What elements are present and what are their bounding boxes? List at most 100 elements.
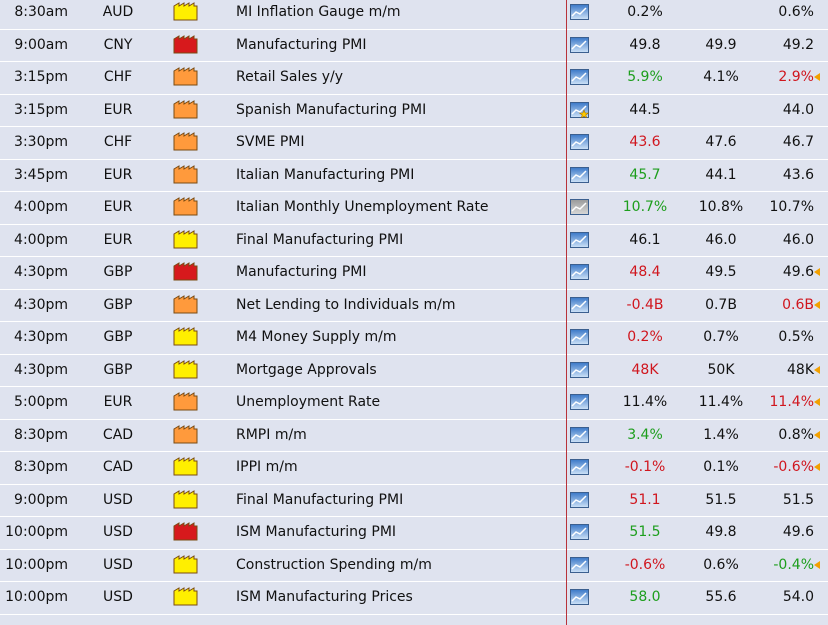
- event-title[interactable]: Construction Spending m/m: [236, 556, 432, 573]
- impact-low-folder-icon[interactable]: [173, 327, 198, 346]
- event-previous: 51.5: [782, 491, 814, 508]
- chart-icon[interactable]: [570, 491, 589, 508]
- event-row[interactable]: 5:00pm EUR Unemployment Rate 11.4% 11.4%…: [0, 387, 828, 420]
- chart-icon[interactable]: [570, 556, 589, 573]
- event-row[interactable]: 3:30pm CHF SVME PMI 43.6 47.6 46.7: [0, 127, 828, 160]
- event-forecast: 10.8%: [698, 199, 744, 215]
- chart-star-icon[interactable]: [570, 101, 589, 118]
- chart-grey-icon[interactable]: [570, 199, 589, 215]
- event-row[interactable]: 3:45pm EUR Italian Manufacturing PMI 45.…: [0, 159, 828, 192]
- revision-marker-icon[interactable]: [814, 560, 820, 569]
- chart-icon[interactable]: [570, 524, 589, 540]
- event-time: 10:00pm: [5, 556, 68, 573]
- impact-high-folder-icon[interactable]: [173, 522, 198, 541]
- event-title[interactable]: RMPI m/m: [236, 426, 307, 443]
- revision-marker-icon[interactable]: [814, 73, 820, 81]
- impact-medium-folder-icon[interactable]: [173, 99, 198, 119]
- impact-low-folder-icon[interactable]: [173, 554, 198, 574]
- impact-medium-folder-icon[interactable]: [173, 164, 198, 184]
- impact-high-folder-icon[interactable]: [173, 262, 198, 281]
- event-currency: USD: [103, 524, 133, 540]
- revision-marker-icon[interactable]: [814, 463, 820, 471]
- event-title[interactable]: Spanish Manufacturing PMI: [236, 101, 427, 118]
- event-title[interactable]: Net Lending to Individuals m/m: [236, 296, 456, 313]
- impact-medium-folder-icon[interactable]: [173, 67, 198, 86]
- chart-icon[interactable]: [570, 589, 589, 605]
- chart-icon[interactable]: [570, 329, 589, 345]
- event-title[interactable]: Mortgage Approvals: [236, 361, 377, 378]
- event-forecast: 4.1%: [703, 69, 739, 85]
- revision-marker-icon[interactable]: [814, 300, 820, 309]
- chart-icon[interactable]: [570, 36, 589, 53]
- chart-icon[interactable]: [570, 426, 589, 443]
- impact-low-folder-icon[interactable]: [173, 229, 198, 249]
- chart-icon[interactable]: [570, 394, 589, 410]
- impact-medium-folder-icon[interactable]: [173, 424, 198, 444]
- impact-low-folder-icon[interactable]: [173, 359, 198, 379]
- chart-icon[interactable]: [570, 264, 589, 280]
- event-title[interactable]: Manufacturing PMI: [236, 36, 367, 53]
- chart-icon[interactable]: [570, 4, 589, 20]
- event-row[interactable]: 4:30pm GBP Net Lending to Individuals m/…: [0, 289, 828, 322]
- event-row[interactable]: 8:30pm CAD IPPI m/m -0.1% 0.1% -0.6%: [0, 452, 828, 485]
- event-row[interactable]: 4:30pm GBP Mortgage Approvals 48K 50K 48…: [0, 354, 828, 387]
- event-title[interactable]: Italian Monthly Unemployment Rate: [236, 199, 489, 215]
- impact-medium-folder-icon[interactable]: [173, 392, 198, 411]
- impact-medium-folder-icon[interactable]: [173, 294, 198, 314]
- event-currency: EUR: [103, 101, 133, 118]
- event-title[interactable]: M4 Money Supply m/m: [236, 329, 397, 345]
- event-row[interactable]: 4:00pm EUR Italian Monthly Unemployment …: [0, 192, 828, 225]
- event-row[interactable]: 10:00pm USD Construction Spending m/m -0…: [0, 549, 828, 582]
- chart-icon[interactable]: [570, 459, 589, 475]
- event-row[interactable]: 10:00pm USD ISM Manufacturing PMI 51.5 4…: [0, 517, 828, 550]
- event-forecast: 44.1: [705, 166, 737, 183]
- event-title[interactable]: Retail Sales y/y: [236, 69, 344, 85]
- event-currency: CHF: [103, 134, 133, 150]
- chart-icon[interactable]: [570, 361, 589, 378]
- event-row[interactable]: 4:00pm EUR Final Manufacturing PMI 46.1 …: [0, 224, 828, 257]
- event-time: 4:00pm: [14, 199, 68, 215]
- impact-medium-folder-icon[interactable]: [173, 197, 198, 216]
- chart-icon[interactable]: [570, 69, 589, 85]
- event-actual: -0.4B: [626, 296, 664, 313]
- impact-low-folder-icon[interactable]: [173, 489, 198, 509]
- event-row[interactable]: 10:00pm USD ISM Manufacturing Prices 58.…: [0, 582, 828, 615]
- event-row[interactable]: 8:30am AUD MI Inflation Gauge m/m 0.2% 0…: [0, 0, 828, 30]
- event-row[interactable]: 4:30pm GBP M4 Money Supply m/m 0.2% 0.7%…: [0, 322, 828, 355]
- event-row[interactable]: 3:15pm CHF Retail Sales y/y 5.9% 4.1% 2.…: [0, 62, 828, 95]
- event-previous: 49.2: [782, 36, 814, 53]
- impact-low-folder-icon[interactable]: [173, 457, 198, 476]
- chart-icon[interactable]: [570, 134, 589, 150]
- event-currency: EUR: [103, 199, 133, 215]
- revision-marker-icon[interactable]: [814, 268, 820, 276]
- event-title[interactable]: Unemployment Rate: [236, 394, 381, 410]
- chart-icon[interactable]: [570, 166, 589, 183]
- event-title[interactable]: MI Inflation Gauge m/m: [236, 4, 401, 20]
- event-title[interactable]: Manufacturing PMI: [236, 264, 367, 280]
- event-title[interactable]: Final Manufacturing PMI: [236, 491, 404, 508]
- event-previous: 0.6%: [778, 4, 814, 20]
- event-time: 4:30pm: [14, 264, 68, 280]
- revision-marker-icon[interactable]: [814, 398, 820, 406]
- chart-icon[interactable]: [570, 296, 589, 313]
- event-forecast: 55.6: [705, 589, 737, 605]
- event-row[interactable]: 4:30pm GBP Manufacturing PMI 48.4 49.5 4…: [0, 257, 828, 290]
- event-currency: EUR: [103, 394, 133, 410]
- event-title[interactable]: Final Manufacturing PMI: [236, 231, 404, 248]
- event-title[interactable]: ISM Manufacturing PMI: [236, 524, 397, 540]
- event-row[interactable]: 9:00am CNY Manufacturing PMI 49.8 49.9 4…: [0, 29, 828, 62]
- event-row[interactable]: 9:00pm USD Final Manufacturing PMI 51.1 …: [0, 484, 828, 517]
- impact-medium-folder-icon[interactable]: [173, 132, 198, 151]
- revision-marker-icon[interactable]: [814, 430, 820, 439]
- event-row[interactable]: 8:30pm CAD RMPI m/m 3.4% 1.4% 0.8%: [0, 419, 828, 452]
- impact-high-folder-icon[interactable]: [173, 34, 198, 54]
- impact-low-folder-icon[interactable]: [173, 2, 198, 21]
- event-title[interactable]: IPPI m/m: [236, 459, 298, 475]
- event-row[interactable]: 3:15pm EUR Spanish Manufacturing PMI 44.…: [0, 94, 828, 127]
- revision-marker-icon[interactable]: [814, 365, 820, 374]
- impact-low-folder-icon[interactable]: [173, 587, 198, 606]
- event-title[interactable]: ISM Manufacturing Prices: [236, 589, 413, 605]
- event-title[interactable]: SVME PMI: [236, 134, 305, 150]
- event-title[interactable]: Italian Manufacturing PMI: [236, 166, 415, 183]
- chart-icon[interactable]: [570, 231, 589, 248]
